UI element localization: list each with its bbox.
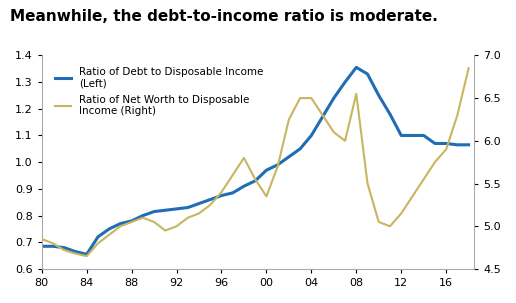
Ratio of Net Worth to Disposable
Income (Right) bbox=[376, 220, 382, 224]
Ratio of Net Worth to Disposable
Income (Right) bbox=[207, 203, 213, 207]
Ratio of Debt to Disposable Income
(Left) bbox=[50, 245, 56, 248]
Ratio of Debt to Disposable Income
(Left) bbox=[241, 185, 247, 188]
Ratio of Net Worth to Disposable
Income (Right) bbox=[454, 113, 460, 117]
Ratio of Debt to Disposable Income
(Left) bbox=[72, 250, 78, 253]
Ratio of Net Worth to Disposable
Income (Right) bbox=[421, 178, 427, 181]
Ratio of Debt to Disposable Income
(Left) bbox=[207, 198, 213, 201]
Ratio of Net Worth to Disposable
Income (Right) bbox=[387, 225, 393, 228]
Ratio of Debt to Disposable Income
(Left) bbox=[252, 179, 259, 183]
Ratio of Net Worth to Disposable
Income (Right) bbox=[117, 225, 123, 228]
Ratio of Debt to Disposable Income
(Left) bbox=[173, 207, 180, 211]
Ratio of Debt to Disposable Income
(Left) bbox=[409, 134, 415, 137]
Ratio of Net Worth to Disposable
Income (Right) bbox=[465, 66, 472, 70]
Ratio of Debt to Disposable Income
(Left) bbox=[342, 80, 348, 84]
Ratio of Debt to Disposable Income
(Left) bbox=[151, 210, 157, 213]
Ratio of Net Worth to Disposable
Income (Right) bbox=[61, 248, 68, 252]
Ratio of Net Worth to Disposable
Income (Right) bbox=[173, 225, 180, 228]
Ratio of Net Worth to Disposable
Income (Right) bbox=[342, 139, 348, 143]
Ratio of Debt to Disposable Income
(Left) bbox=[364, 72, 370, 76]
Line: Ratio of Debt to Disposable Income
(Left): Ratio of Debt to Disposable Income (Left… bbox=[42, 67, 469, 254]
Ratio of Debt to Disposable Income
(Left) bbox=[275, 163, 281, 167]
Ratio of Net Worth to Disposable
Income (Right) bbox=[39, 237, 45, 241]
Ratio of Net Worth to Disposable
Income (Right) bbox=[95, 241, 101, 245]
Ratio of Debt to Disposable Income
(Left) bbox=[465, 143, 472, 147]
Line: Ratio of Net Worth to Disposable
Income (Right): Ratio of Net Worth to Disposable Income … bbox=[42, 68, 469, 256]
Ratio of Debt to Disposable Income
(Left) bbox=[84, 252, 90, 256]
Ratio of Net Worth to Disposable
Income (Right) bbox=[364, 182, 370, 185]
Ratio of Debt to Disposable Income
(Left) bbox=[162, 208, 168, 212]
Ratio of Net Worth to Disposable
Income (Right) bbox=[106, 233, 112, 237]
Ratio of Debt to Disposable Income
(Left) bbox=[353, 65, 359, 69]
Ratio of Net Worth to Disposable
Income (Right) bbox=[297, 96, 303, 100]
Ratio of Debt to Disposable Income
(Left) bbox=[140, 214, 146, 217]
Ratio of Net Worth to Disposable
Income (Right) bbox=[286, 118, 292, 121]
Ratio of Debt to Disposable Income
(Left) bbox=[387, 112, 393, 116]
Ratio of Net Worth to Disposable
Income (Right) bbox=[185, 216, 191, 219]
Ratio of Debt to Disposable Income
(Left) bbox=[454, 143, 460, 147]
Ratio of Debt to Disposable Income
(Left) bbox=[421, 134, 427, 137]
Ratio of Debt to Disposable Income
(Left) bbox=[196, 202, 202, 205]
Ratio of Net Worth to Disposable
Income (Right) bbox=[230, 173, 236, 177]
Ratio of Debt to Disposable Income
(Left) bbox=[286, 155, 292, 159]
Ratio of Debt to Disposable Income
(Left) bbox=[308, 134, 314, 137]
Ratio of Net Worth to Disposable
Income (Right) bbox=[252, 178, 259, 181]
Ratio of Net Worth to Disposable
Income (Right) bbox=[151, 220, 157, 224]
Ratio of Debt to Disposable Income
(Left) bbox=[128, 219, 135, 223]
Ratio of Net Worth to Disposable
Income (Right) bbox=[263, 195, 269, 198]
Ratio of Net Worth to Disposable
Income (Right) bbox=[331, 131, 337, 134]
Ratio of Net Worth to Disposable
Income (Right) bbox=[432, 160, 438, 164]
Text: Meanwhile, the debt-to-income ratio is moderate.: Meanwhile, the debt-to-income ratio is m… bbox=[10, 9, 438, 24]
Ratio of Net Worth to Disposable
Income (Right) bbox=[241, 156, 247, 160]
Ratio of Debt to Disposable Income
(Left) bbox=[319, 115, 326, 118]
Ratio of Net Worth to Disposable
Income (Right) bbox=[319, 113, 326, 117]
Ratio of Net Worth to Disposable
Income (Right) bbox=[218, 190, 224, 194]
Ratio of Net Worth to Disposable
Income (Right) bbox=[443, 148, 449, 151]
Ratio of Net Worth to Disposable
Income (Right) bbox=[140, 216, 146, 219]
Ratio of Net Worth to Disposable
Income (Right) bbox=[275, 165, 281, 168]
Ratio of Debt to Disposable Income
(Left) bbox=[263, 168, 269, 172]
Ratio of Net Worth to Disposable
Income (Right) bbox=[50, 241, 56, 245]
Ratio of Net Worth to Disposable
Income (Right) bbox=[353, 92, 359, 96]
Ratio of Debt to Disposable Income
(Left) bbox=[185, 206, 191, 209]
Ratio of Debt to Disposable Income
(Left) bbox=[106, 227, 112, 231]
Ratio of Net Worth to Disposable
Income (Right) bbox=[162, 229, 168, 232]
Ratio of Debt to Disposable Income
(Left) bbox=[443, 142, 449, 145]
Ratio of Debt to Disposable Income
(Left) bbox=[398, 134, 405, 137]
Ratio of Debt to Disposable Income
(Left) bbox=[376, 94, 382, 97]
Ratio of Debt to Disposable Income
(Left) bbox=[39, 245, 45, 248]
Ratio of Net Worth to Disposable
Income (Right) bbox=[308, 96, 314, 100]
Ratio of Net Worth to Disposable
Income (Right) bbox=[196, 211, 202, 215]
Ratio of Net Worth to Disposable
Income (Right) bbox=[409, 195, 415, 198]
Ratio of Debt to Disposable Income
(Left) bbox=[432, 142, 438, 145]
Ratio of Debt to Disposable Income
(Left) bbox=[95, 235, 101, 239]
Ratio of Net Worth to Disposable
Income (Right) bbox=[72, 252, 78, 255]
Ratio of Debt to Disposable Income
(Left) bbox=[61, 246, 68, 249]
Legend: Ratio of Debt to Disposable Income
(Left), Ratio of Net Worth to Disposable
Inco: Ratio of Debt to Disposable Income (Left… bbox=[51, 63, 268, 121]
Ratio of Debt to Disposable Income
(Left) bbox=[230, 191, 236, 195]
Ratio of Net Worth to Disposable
Income (Right) bbox=[128, 220, 135, 224]
Ratio of Debt to Disposable Income
(Left) bbox=[117, 222, 123, 225]
Ratio of Debt to Disposable Income
(Left) bbox=[331, 96, 337, 100]
Ratio of Net Worth to Disposable
Income (Right) bbox=[398, 211, 405, 215]
Ratio of Debt to Disposable Income
(Left) bbox=[218, 194, 224, 197]
Ratio of Debt to Disposable Income
(Left) bbox=[297, 147, 303, 151]
Ratio of Net Worth to Disposable
Income (Right) bbox=[84, 254, 90, 258]
